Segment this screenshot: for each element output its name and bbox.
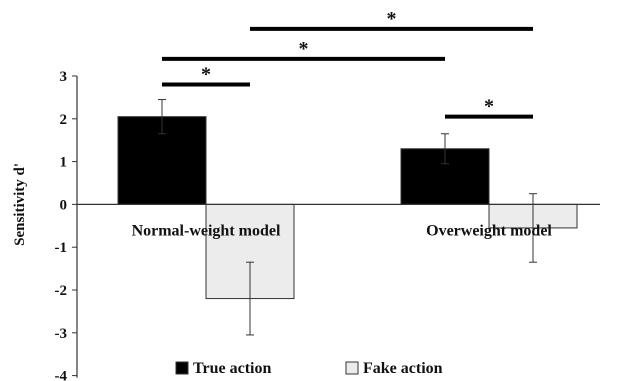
significance-star: *: [299, 38, 309, 60]
bars: [117, 116, 578, 300]
y-tick-label: 1: [60, 155, 68, 171]
legend: True action Fake action: [175, 360, 443, 377]
legend-label: Fake action: [363, 360, 443, 377]
y-tick-label: -4: [55, 369, 68, 381]
y-tick-label: -1: [55, 240, 68, 256]
significance-star: *: [201, 64, 211, 86]
legend-swatch: [345, 361, 359, 375]
y-tick-label: 3: [60, 69, 68, 85]
significance-star: *: [484, 96, 494, 118]
category-label: Normal-weight model: [132, 222, 281, 239]
category-label: Overweight model: [426, 222, 552, 239]
category-labels: Normal-weight model Overweight model: [132, 222, 553, 239]
significance-star: *: [387, 8, 397, 30]
y-tick-label: 0: [60, 197, 68, 213]
legend-swatch: [175, 361, 189, 375]
y-tick-label: 2: [60, 112, 68, 128]
y-tick-label: -3: [55, 326, 68, 342]
y-axis-title: Sensitivity d': [12, 163, 28, 246]
legend-label: True action: [193, 360, 271, 377]
y-axis: 3 2 1 0 -1 -2 -3 -4: [55, 69, 78, 381]
significance-brackets: * * * *: [162, 8, 533, 119]
y-tick-label: -2: [55, 283, 68, 299]
error-bars: [158, 99, 537, 336]
